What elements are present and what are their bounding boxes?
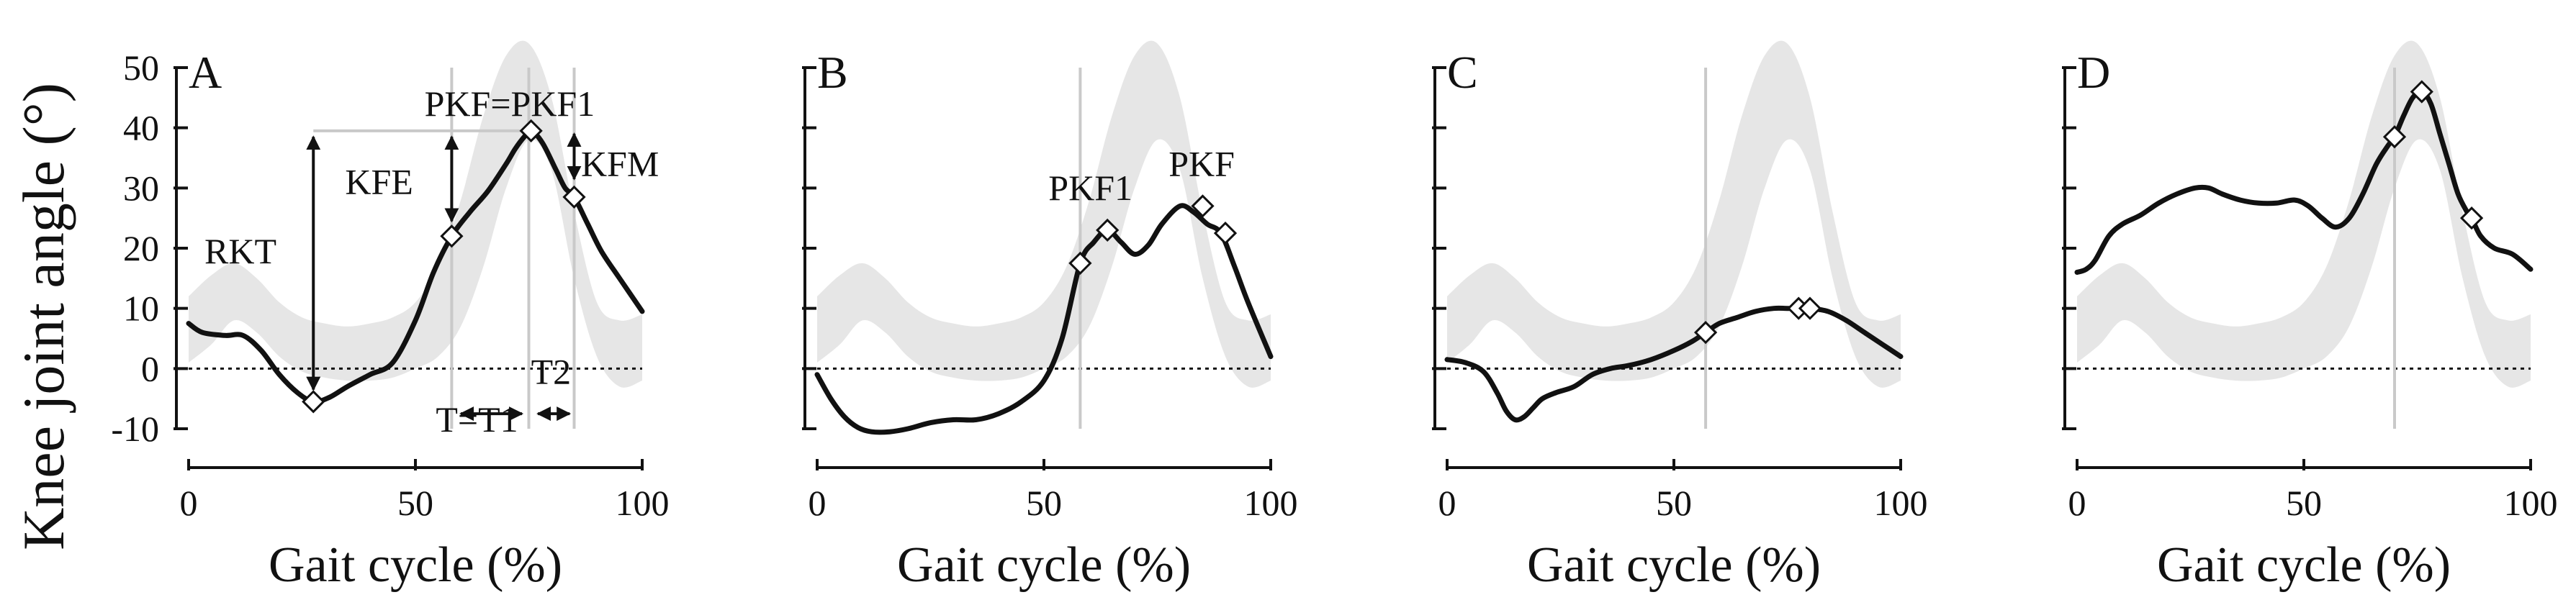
x-tick-label-1: 50	[1656, 483, 1692, 523]
diamond-marker-2	[1798, 296, 1822, 320]
panel-d: 0 50 100 Gait cycle (%) D	[2062, 40, 2558, 593]
panel-c: 0 50 100 Gait cycle (%) C	[1432, 40, 1928, 593]
knee-angle-curve	[2074, 88, 2534, 275]
y-tick-label-0: -10	[111, 409, 159, 449]
y-tick-label-2: 10	[123, 288, 159, 329]
x-axis-label: Gait cycle (%)	[897, 537, 1191, 593]
pkf1-label: PKF1	[1048, 168, 1132, 208]
panel-letter: D	[2077, 47, 2110, 98]
x-axis-label: Gait cycle (%)	[2157, 537, 2451, 593]
panel-a: -10 0 10 20 30 40 50 0 50 100 Gait cycle (%) A RKT KF…	[111, 40, 670, 593]
x-tick-label-0: 0	[180, 483, 198, 523]
x-tick-label-1: 50	[397, 483, 433, 523]
diamond-marker-1	[1096, 218, 1120, 242]
pkf-pkf1-label: PKF=PKF1	[425, 83, 595, 124]
x-tick-label-0: 0	[1438, 483, 1456, 523]
panel-letter: B	[817, 47, 848, 98]
x-tick-label-2: 100	[2504, 483, 2558, 523]
kfe-label: KFE	[345, 162, 413, 202]
t-t1-label: T=T1	[436, 399, 518, 440]
x-tick-label-2: 100	[1244, 483, 1298, 523]
reference-band	[2077, 40, 2531, 388]
diamond-marker-3	[1213, 221, 1238, 245]
y-tick-label-4: 30	[123, 168, 159, 208]
y-tick-label-3: 20	[123, 228, 159, 268]
diamond-marker-2	[2459, 206, 2484, 230]
x-tick-label-1: 50	[2286, 483, 2322, 523]
diamond-marker-1	[440, 224, 464, 248]
reference-band	[817, 40, 1271, 388]
diamond-marker-2	[1191, 194, 1215, 218]
reference-band	[1447, 40, 1901, 388]
kfm-label: KFM	[581, 144, 659, 184]
diamond-marker-0	[1068, 251, 1092, 276]
y-tick-label-6: 50	[123, 47, 159, 88]
y-tick-label-1: 0	[141, 348, 159, 388]
x-tick-label-2: 100	[1874, 483, 1928, 523]
diamond-marker-1	[2410, 80, 2433, 104]
panel-letter: C	[1447, 47, 1478, 98]
x-axis-label: Gait cycle (%)	[269, 537, 562, 593]
x-tick-label-0: 0	[809, 483, 827, 523]
pkf-label: PKF	[1168, 144, 1235, 184]
x-tick-label-2: 100	[616, 483, 670, 523]
knee-angle-curve	[814, 203, 1274, 435]
x-axis-label: Gait cycle (%)	[1527, 537, 1821, 593]
diamond-marker-2	[519, 119, 543, 142]
diamond-marker-0	[302, 390, 325, 414]
diamond-marker-0	[1693, 321, 1718, 345]
t2-label: T2	[531, 351, 572, 391]
panel-b: 0 50 100 Gait cycle (%) B PKF1 PKF	[802, 40, 1298, 593]
x-tick-label-0: 0	[2068, 483, 2086, 523]
y-axis-label: Knee joint angle (°)	[11, 83, 76, 550]
x-tick-label-1: 50	[1026, 483, 1062, 523]
rkt-label: RKT	[204, 231, 276, 271]
y-tick-label-5: 40	[123, 108, 159, 148]
diamond-marker-3	[562, 185, 586, 209]
diamond-marker-0	[2382, 125, 2407, 149]
panel-letter: A	[189, 47, 222, 98]
